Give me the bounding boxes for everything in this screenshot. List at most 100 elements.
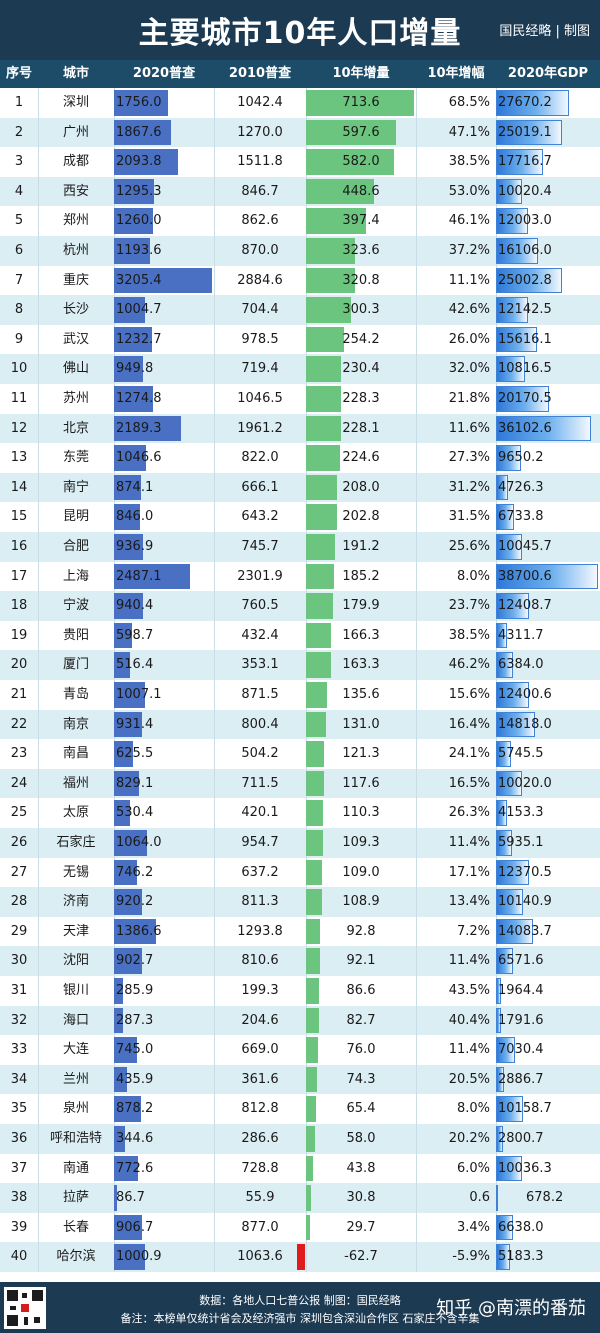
increase-value: 109.3 xyxy=(342,835,380,850)
table-row: 31 银川 285.9 199.3 86.6 43.5% 1964.4 xyxy=(0,976,600,1006)
increase-value: 58.0 xyxy=(346,1131,376,1146)
pop-2020-cell: 1046.6 xyxy=(114,443,214,473)
increase-bar xyxy=(306,208,367,234)
growth-rate-cell: 11.6% xyxy=(448,420,490,436)
title-bar: 主要城市10年人口增量 国民经略 | 制图 xyxy=(0,0,600,60)
pop-2020-value: 746.2 xyxy=(116,864,154,880)
gdp-cell: 14083.7 xyxy=(496,917,600,947)
gdp-cell: 10158.7 xyxy=(496,1094,600,1124)
city-cell: 济南 xyxy=(62,894,89,910)
gdp-value: 25019.1 xyxy=(498,124,552,140)
gdp-bar xyxy=(496,445,522,471)
increase-bar xyxy=(306,297,352,323)
table-row: 23 南昌 625.5 504.2 121.3 24.1% 5745.5 xyxy=(0,739,600,769)
increase-bar xyxy=(306,415,341,442)
growth-rate-cell: 11.4% xyxy=(448,835,490,850)
pop-2020-value: 936.9 xyxy=(116,539,154,554)
pop-2020-value: 1064.0 xyxy=(116,835,162,850)
rank-cell: 38 xyxy=(10,1190,28,1206)
gdp-cell: 9650.2 xyxy=(496,443,600,473)
gdp-cell: 4726.3 xyxy=(496,473,600,503)
city-cell: 银川 xyxy=(62,983,89,998)
pop-2010-cell: 1511.8 xyxy=(237,154,283,170)
pop-2020-value: 745.0 xyxy=(116,1042,154,1058)
gdp-cell: 6638.0 xyxy=(496,1213,600,1243)
gdp-value: 25002.8 xyxy=(498,272,552,288)
table-row: 25 太原 530.4 420.1 110.3 26.3% 4153.3 xyxy=(0,798,600,828)
rank-cell: 2 xyxy=(14,124,24,140)
pop-2020-value: 1274.8 xyxy=(116,391,162,406)
rank-cell: 26 xyxy=(10,835,28,850)
pop-2010-cell: 504.2 xyxy=(241,746,279,762)
increase-cell: 92.8 xyxy=(306,917,416,947)
rank-cell: 1 xyxy=(14,95,24,110)
gdp-bar xyxy=(496,504,514,530)
gdp-cell: 10020.0 xyxy=(496,769,600,799)
growth-rate-cell: 26.3% xyxy=(448,805,490,821)
gdp-bar xyxy=(496,90,569,116)
header-pop-2020: 2020普查 xyxy=(132,66,196,81)
pop-2020-cell: 936.9 xyxy=(114,532,214,562)
table-row: 6 杭州 1193.6 870.0 323.6 37.2% 16106.0 xyxy=(0,236,600,266)
pop-2010-cell: 199.3 xyxy=(241,983,279,998)
gdp-value: 10045.7 xyxy=(498,539,552,554)
pop-2010-cell: 1270.0 xyxy=(237,124,283,140)
pop-2020-cell: 1867.6 xyxy=(114,118,214,148)
pop-2020-value: 1232.7 xyxy=(116,331,162,347)
gdp-bar xyxy=(496,326,538,353)
gdp-cell: 6571.6 xyxy=(496,946,600,976)
gdp-value: 2800.7 xyxy=(498,1131,544,1146)
pop-2010-cell: 760.5 xyxy=(241,598,279,614)
table-row: 18 宁波 940.4 760.5 179.9 23.7% 12408.7 xyxy=(0,591,600,621)
gdp-cell: 2800.7 xyxy=(496,1124,600,1154)
increase-value: 208.0 xyxy=(342,479,380,495)
header-growth-rate: 10年增幅 xyxy=(427,66,485,81)
pop-2010-cell: 1293.8 xyxy=(237,923,283,939)
pop-2020-bar xyxy=(114,1126,125,1152)
pop-2020-value: 1000.9 xyxy=(116,1249,162,1265)
increase-cell: 86.6 xyxy=(306,976,416,1006)
rank-cell: 12 xyxy=(10,420,28,436)
pop-2020-cell: 2189.3 xyxy=(114,414,214,444)
increase-value: 202.8 xyxy=(342,509,380,525)
increase-cell: 29.7 xyxy=(306,1213,416,1243)
gdp-cell: 10816.5 xyxy=(496,354,600,384)
pop-2020-value: 1193.6 xyxy=(116,243,162,258)
increase-bar xyxy=(306,1007,319,1034)
increase-value: 65.4 xyxy=(346,1101,376,1117)
increase-cell: 109.3 xyxy=(306,828,416,858)
table-row: 19 贵阳 598.7 432.4 166.3 38.5% 4311.7 xyxy=(0,620,600,651)
table-row: 16 合肥 936.9 745.7 191.2 25.6% 10045.7 xyxy=(0,532,600,562)
pop-2010-cell: 669.0 xyxy=(241,1042,279,1058)
pop-2020-value: 1046.6 xyxy=(116,450,162,466)
increase-cell: 76.0 xyxy=(306,1035,416,1065)
pop-2020-value: 829.1 xyxy=(116,775,154,791)
increase-bar xyxy=(306,149,395,175)
pop-2010-cell: 2884.6 xyxy=(237,272,283,288)
increase-value: 30.8 xyxy=(346,1190,376,1206)
increase-value: 109.0 xyxy=(342,864,380,880)
pop-2020-bar xyxy=(114,1096,141,1122)
table-row: 32 海口 287.3 204.6 82.7 40.4% 1791.6 xyxy=(0,1005,600,1036)
increase-value: 323.6 xyxy=(342,243,380,258)
rank-cell: 31 xyxy=(10,983,28,998)
growth-rate-cell: 31.2% xyxy=(448,479,490,495)
gdp-cell: 12400.6 xyxy=(496,680,600,710)
gdp-bar xyxy=(496,711,536,738)
gdp-bar xyxy=(496,534,523,560)
pop-2010-cell: 1063.6 xyxy=(237,1249,283,1265)
pop-2020-cell: 1232.7 xyxy=(114,325,214,355)
pop-2020-bar xyxy=(114,711,143,738)
city-cell: 合肥 xyxy=(62,539,89,554)
increase-bar xyxy=(306,90,414,116)
pop-2020-value: 86.7 xyxy=(116,1190,145,1206)
pop-2010-cell: 745.7 xyxy=(241,539,279,554)
city-cell: 长春 xyxy=(62,1219,89,1235)
increase-cell: -62.7 xyxy=(297,1242,416,1272)
increase-cell: 131.0 xyxy=(306,710,416,740)
pop-2020-bar xyxy=(114,1185,117,1211)
increase-bar xyxy=(306,800,323,826)
gdp-value: 2886.7 xyxy=(498,1071,544,1087)
gdp-cell: 38700.6 xyxy=(496,562,600,592)
gdp-bar xyxy=(496,830,512,856)
